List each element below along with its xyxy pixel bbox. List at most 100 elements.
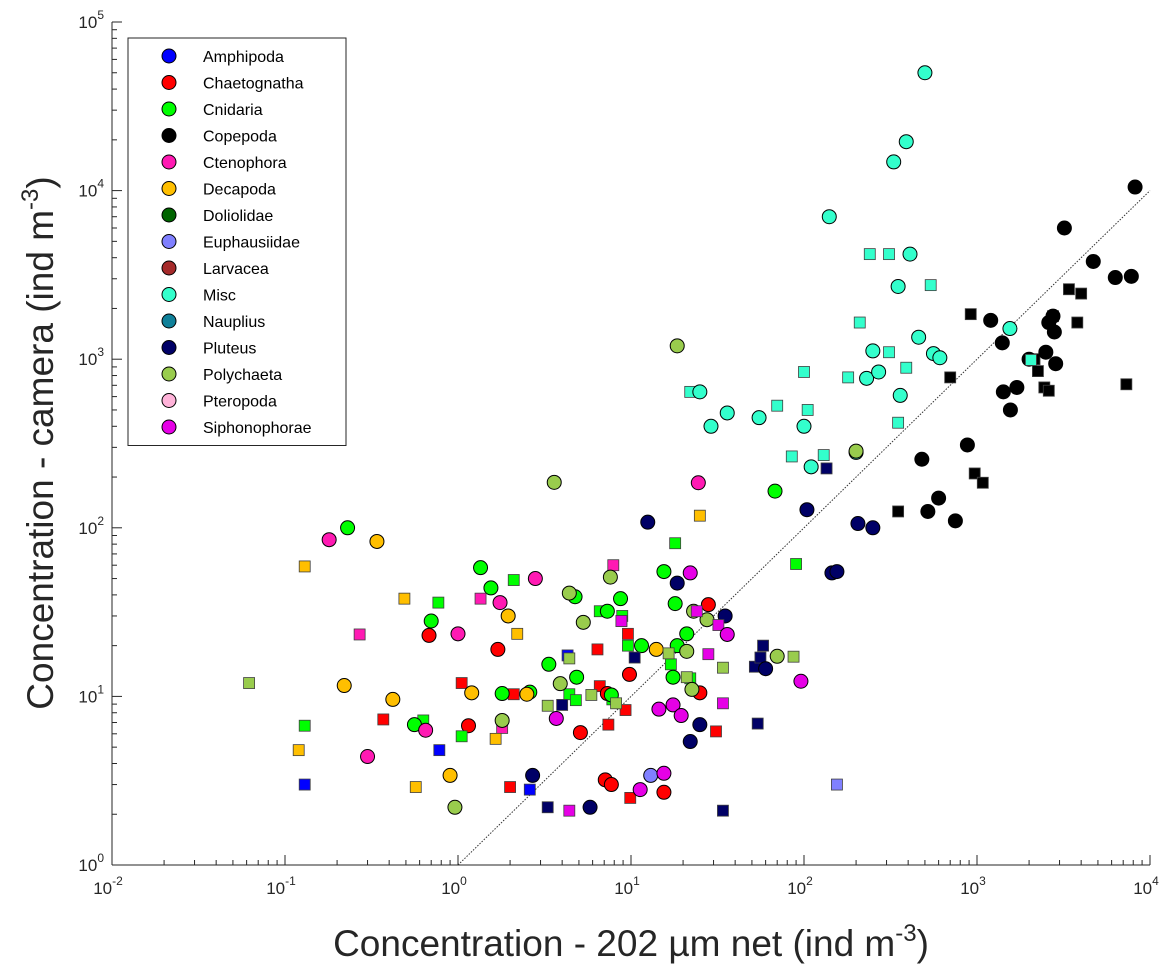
decapoda-square-point [489, 732, 502, 745]
misc-circle-point [692, 384, 708, 400]
cnidaria-square-point [669, 537, 682, 550]
cnidaria-square-point [569, 694, 582, 707]
polychaeta-circle-point [848, 443, 864, 459]
pluteus-square-point [751, 717, 764, 730]
copepoda-circle-point [914, 451, 930, 467]
misc-circle-point [892, 387, 908, 403]
chaetognatha-square-point [507, 688, 520, 701]
cnidaria-square-point [563, 688, 576, 701]
legend-label-pteropoda: Pteropoda [203, 394, 277, 411]
cnidaria-circle-point [613, 591, 629, 607]
x-tick-label: 10-2 [93, 874, 123, 898]
cnidaria-circle-point [494, 686, 510, 702]
siphonophorae-circle-point [651, 701, 667, 717]
polychaeta-circle-point [684, 681, 700, 697]
y-tick-label: 100 [78, 851, 104, 875]
x-tick-label: 103 [960, 874, 986, 898]
siphonophorae-square-point [563, 804, 576, 817]
chaetognatha-square-point [377, 713, 390, 726]
x-axis-title: Concentration - 202 µm net (ind m-3) [333, 920, 929, 964]
decapoda-circle-point [385, 691, 401, 707]
misc-circle-point [796, 418, 812, 434]
chaetognatha-square-point [593, 680, 606, 693]
cnidaria-circle-point [665, 669, 681, 685]
copepoda-circle-point [983, 312, 999, 328]
legend: Amphipoda Chaetognatha Cnidaria Copepoda Cte… [127, 37, 347, 446]
siphonophorae-circle-point [719, 626, 735, 642]
cnidaria-circle-point [483, 580, 499, 596]
polychaeta-circle-point [575, 614, 591, 630]
axes-group [111, 21, 1151, 866]
copepoda-square-point [1071, 316, 1084, 329]
pluteus-square-point [628, 651, 641, 664]
legend-label-chaetognatha: Chaetognatha [203, 76, 304, 93]
decapoda-square-point [511, 627, 524, 640]
legend-marker-pteropoda [161, 393, 177, 408]
reference-line-group [457, 190, 1151, 866]
polychaeta-circle-point [546, 474, 562, 490]
decapoda-square-point [409, 781, 422, 793]
polychaeta-circle-point [669, 338, 685, 354]
y-tick-label: 101 [78, 682, 104, 706]
pluteus-circle-point [692, 717, 708, 733]
decapoda-circle-point [464, 685, 480, 701]
misc-circle-point [703, 418, 719, 434]
polychaeta-square-point [680, 671, 693, 684]
x-tick-label: 100 [441, 874, 467, 898]
pluteus-square-point [541, 801, 554, 814]
copepoda-circle-point [1009, 379, 1025, 395]
misc-circle-point [886, 154, 902, 170]
chaetognatha-circle-point [621, 666, 637, 682]
cnidaria-circle-point [767, 483, 783, 499]
cnidaria-circle-point [569, 669, 585, 685]
decapoda-square-point [398, 592, 411, 605]
ctenophora-circle-point [418, 722, 434, 738]
siphonophorae-circle-point [682, 565, 698, 581]
misc-square-point [842, 371, 855, 384]
chaetognatha-circle-point [461, 718, 477, 734]
copepoda-circle-point [1045, 308, 1061, 324]
polychaeta-circle-point [769, 648, 785, 664]
misc-square-point [863, 248, 876, 261]
polychaeta-circle-point [494, 712, 510, 728]
legend-label-ctenophora: Ctenophora [203, 155, 287, 172]
decapoda-circle-point [500, 608, 516, 624]
misc-square-point [892, 416, 905, 429]
misc-circle-point [902, 246, 918, 262]
legend-marker-nauplius [161, 313, 177, 329]
siphonophorae-square-point [690, 605, 703, 618]
copepoda-circle-point [1107, 270, 1123, 286]
misc-circle-point [751, 410, 767, 426]
chaetognatha-circle-point [656, 784, 672, 800]
cnidaria-circle-point [340, 520, 356, 536]
polychaeta-square-point [662, 647, 675, 660]
pluteus-circle-point [829, 564, 845, 580]
cnidaria-square-point [298, 719, 311, 732]
misc-square-point [1025, 354, 1037, 366]
chaetognatha-square-point [504, 781, 516, 793]
decapoda-circle-point [369, 533, 385, 549]
misc-circle-point [898, 134, 914, 150]
misc-circle-point [859, 370, 875, 386]
legend-label-polychaeta: Polychaeta [203, 367, 282, 384]
pluteus-circle-point [850, 516, 866, 532]
chaetognatha-square-point [591, 643, 604, 656]
copepoda-circle-point [959, 437, 975, 453]
legend-marker-chaetognatha [161, 75, 177, 90]
cnidaria-square-point [664, 658, 677, 671]
copepoda-circle-point [1085, 253, 1101, 269]
legend-marker-cnidaria [161, 101, 177, 117]
copepoda-square-point [968, 467, 981, 480]
ctenophora-circle-point [690, 475, 706, 491]
data-points-group [243, 65, 1143, 817]
pluteus-circle-point [758, 661, 774, 677]
cnidaria-circle-point [667, 596, 683, 612]
decapoda-square-point [693, 509, 706, 522]
copepoda-circle-point [994, 335, 1010, 351]
pluteus-circle-point [799, 502, 815, 518]
legend-label-copepoda: Copepoda [203, 129, 277, 146]
legend-marker-larvacea [161, 260, 177, 276]
legend-label-cnidaria: Cnidaria [203, 102, 263, 119]
misc-circle-point [803, 459, 819, 475]
misc-square-point [798, 366, 810, 378]
